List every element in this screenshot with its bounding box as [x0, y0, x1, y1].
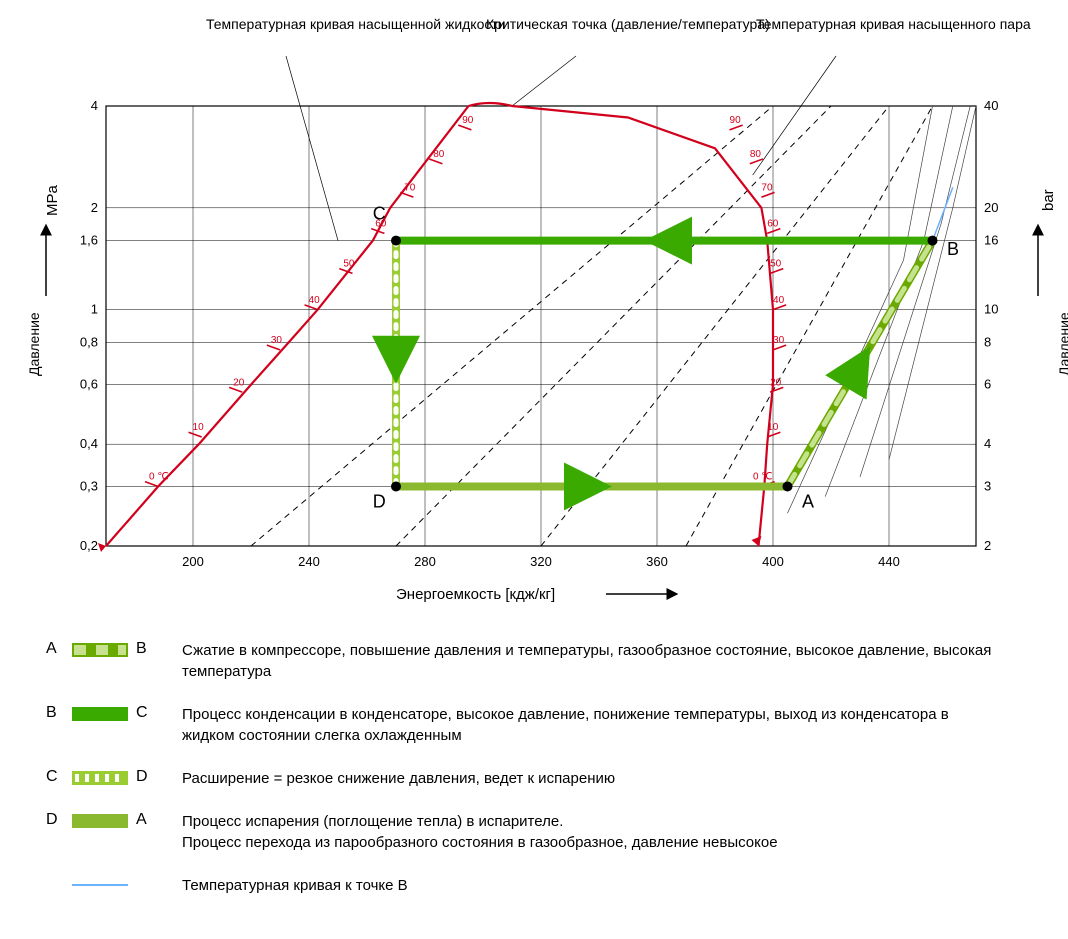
svg-text:80: 80: [433, 149, 445, 160]
svg-text:90: 90: [730, 115, 742, 126]
legend-from: B: [46, 704, 64, 722]
legend: A B Сжатие в компрессоре, повышение давлен…: [46, 640, 1068, 896]
svg-text:40: 40: [309, 295, 321, 306]
svg-text:1,6: 1,6: [80, 233, 98, 248]
legend-to: D: [136, 768, 154, 786]
svg-text:C: C: [373, 203, 386, 223]
svg-text:6: 6: [984, 377, 991, 392]
ph-diagram: Температурная кривая насыщенной жидкости…: [16, 16, 1068, 616]
legend-from: C: [46, 768, 64, 786]
legend-text: Процесс испарения (поглощение тепла) в и…: [182, 811, 778, 853]
legend-to: B: [136, 640, 154, 658]
legend-row: Температурная кривая к точке B: [46, 875, 1068, 896]
legend-to: A: [136, 811, 154, 829]
svg-text:200: 200: [182, 554, 204, 569]
svg-text:240: 240: [298, 554, 320, 569]
legend-to: C: [136, 704, 154, 722]
svg-text:20: 20: [984, 200, 998, 215]
legend-from: A: [46, 640, 64, 658]
svg-text:0,8: 0,8: [80, 334, 98, 349]
svg-text:16: 16: [984, 233, 998, 248]
legend-text: Температурная кривая к точке B: [182, 875, 408, 896]
svg-text:50: 50: [770, 259, 782, 270]
svg-text:8: 8: [984, 334, 991, 349]
svg-text:30: 30: [773, 335, 785, 346]
legend-row: C D Расширение = резкое снижение давления,…: [46, 768, 1068, 789]
svg-text:D: D: [373, 491, 386, 511]
svg-text:10: 10: [767, 422, 779, 433]
svg-text:20: 20: [770, 377, 782, 388]
svg-text:40: 40: [773, 295, 785, 306]
svg-text:B: B: [947, 239, 959, 259]
svg-text:280: 280: [414, 554, 436, 569]
svg-text:4: 4: [984, 436, 991, 451]
svg-text:320: 320: [530, 554, 552, 569]
svg-text:2: 2: [91, 200, 98, 215]
legend-text: Процесс конденсации в конденсаторе, высо…: [182, 704, 1002, 746]
legend-row: A B Сжатие в компрессоре, повышение давлен…: [46, 640, 1068, 682]
legend-from: D: [46, 811, 64, 829]
svg-text:3: 3: [984, 478, 991, 493]
svg-text:1: 1: [91, 302, 98, 317]
svg-text:2: 2: [984, 538, 991, 553]
legend-text: Сжатие в компрессоре, повышение давления…: [182, 640, 1002, 682]
svg-text:440: 440: [878, 554, 900, 569]
svg-text:60: 60: [767, 219, 779, 230]
svg-text:50: 50: [343, 259, 355, 270]
legend-row: D A Процесс испарения (поглощение тепла) в…: [46, 811, 1068, 853]
svg-text:0,4: 0,4: [80, 436, 98, 451]
svg-text:400: 400: [762, 554, 784, 569]
chart-svg: 0,220,330,440,660,881101,616220440200240…: [16, 16, 1068, 616]
svg-text:70: 70: [761, 182, 773, 193]
svg-text:20: 20: [233, 377, 245, 388]
svg-text:90: 90: [462, 115, 474, 126]
svg-text:360: 360: [646, 554, 668, 569]
svg-text:70: 70: [404, 182, 416, 193]
svg-text:0,6: 0,6: [80, 377, 98, 392]
svg-text:10: 10: [193, 422, 205, 433]
svg-text:0 ℃: 0 ℃: [149, 472, 169, 483]
legend-text: Расширение = резкое снижение давления, в…: [182, 768, 615, 789]
svg-text:A: A: [802, 491, 814, 511]
legend-row: B C Процесс конденсации в конденсаторе, вы…: [46, 704, 1068, 746]
svg-text:30: 30: [271, 335, 283, 346]
svg-text:0 ℃: 0 ℃: [753, 472, 773, 483]
svg-text:0,3: 0,3: [80, 478, 98, 493]
svg-text:10: 10: [984, 302, 998, 317]
svg-text:4: 4: [91, 98, 98, 113]
svg-text:40: 40: [984, 98, 998, 113]
svg-text:0,2: 0,2: [80, 538, 98, 553]
svg-text:80: 80: [750, 149, 762, 160]
